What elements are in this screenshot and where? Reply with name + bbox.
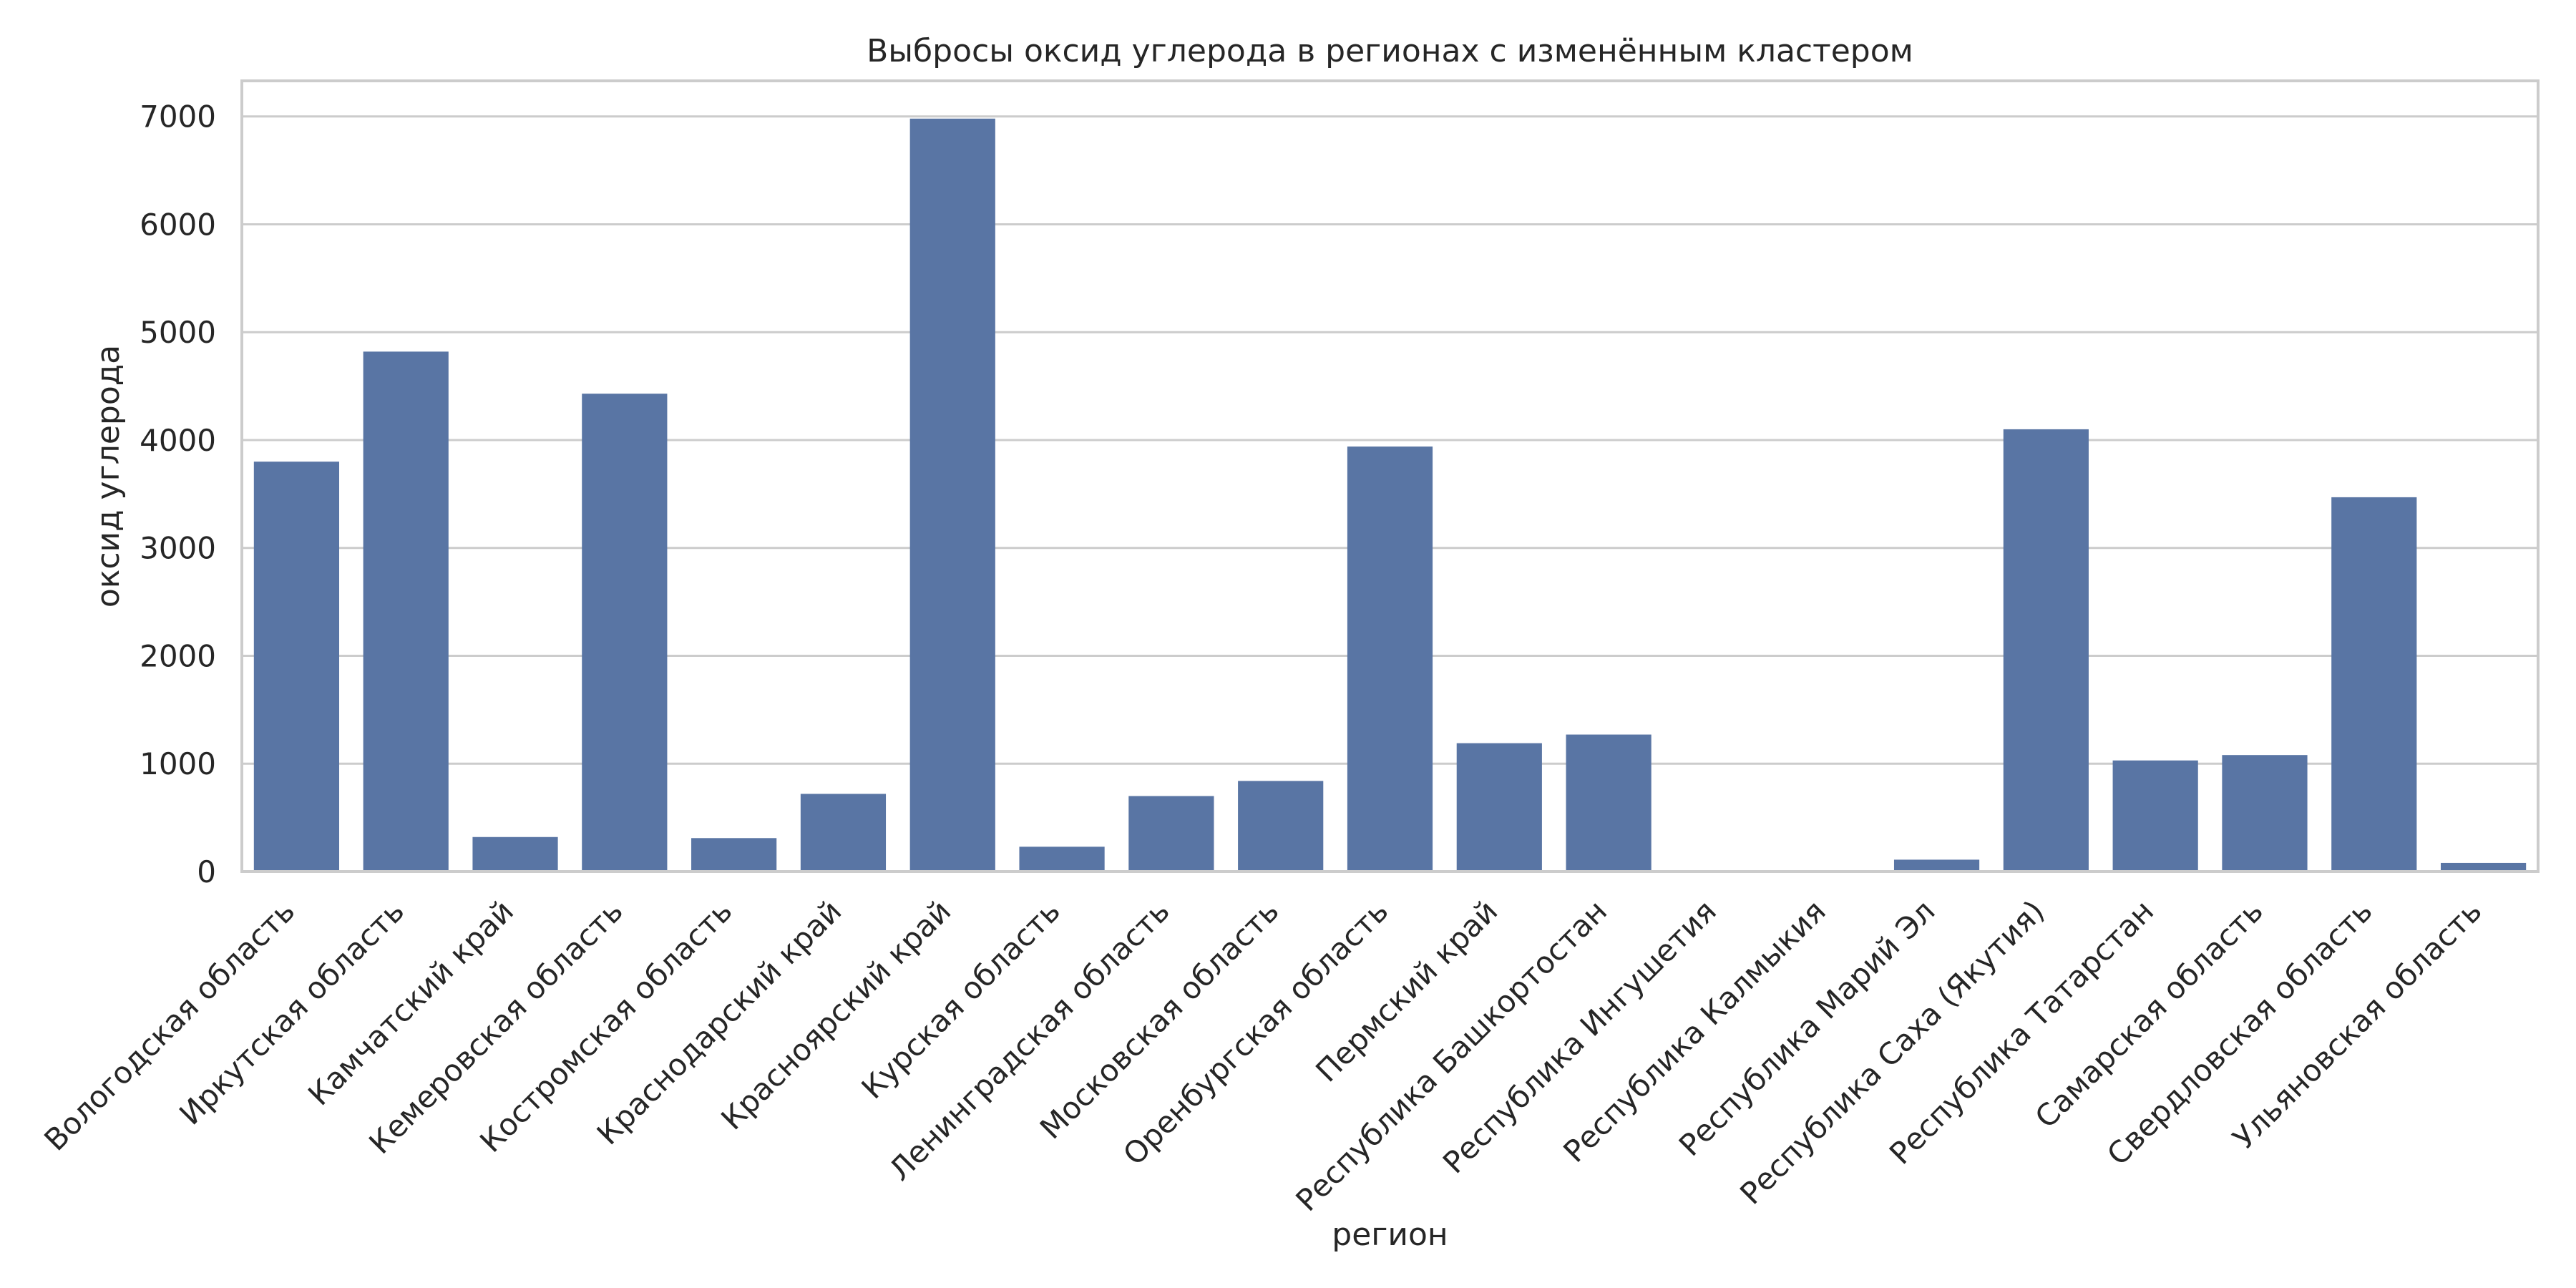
x-tick-label: Камчатский край xyxy=(301,893,520,1112)
x-tick-label: Курская область xyxy=(854,893,1067,1106)
bar xyxy=(1128,796,1214,872)
y-tick-label: 0 xyxy=(197,854,216,889)
bar xyxy=(1238,781,1324,872)
y-tick-label: 7000 xyxy=(140,99,216,135)
bar xyxy=(253,462,340,872)
bar xyxy=(2331,497,2417,872)
bar xyxy=(1019,847,1105,872)
bar xyxy=(800,794,887,872)
bar xyxy=(2222,755,2308,872)
bar xyxy=(363,351,449,872)
bar xyxy=(2440,862,2527,872)
y-tick-label: 1000 xyxy=(140,746,216,781)
bar xyxy=(472,836,558,872)
bar xyxy=(2003,429,2089,872)
bar xyxy=(1566,734,1652,872)
y-tick-label: 2000 xyxy=(140,638,216,673)
x-tick-label: Пермский край xyxy=(1309,893,1504,1088)
y-tick-label: 3000 xyxy=(140,531,216,566)
plot-frame xyxy=(240,79,2540,873)
y-tick-label: 5000 xyxy=(140,315,216,350)
bar xyxy=(2112,760,2198,872)
bar xyxy=(1456,743,1542,872)
x-axis-label: регион xyxy=(1332,1216,1448,1253)
bar xyxy=(582,394,668,872)
bar xyxy=(691,838,777,872)
bar xyxy=(1893,859,1980,872)
bar xyxy=(909,118,995,872)
y-tick-label: 6000 xyxy=(140,207,216,242)
bar xyxy=(1347,447,1433,872)
y-tick-labels: 0 1000 2000 3000 4000 5000 6000 7000 xyxy=(140,99,216,889)
chart-title: Выбросы оксид углерода в регионах с изме… xyxy=(867,33,1913,69)
x-tick-label: Иркутская область xyxy=(172,893,411,1131)
y-tick-label: 4000 xyxy=(140,423,216,458)
bars-layer xyxy=(253,118,2527,872)
y-axis-label: оксид углерода xyxy=(90,345,127,608)
